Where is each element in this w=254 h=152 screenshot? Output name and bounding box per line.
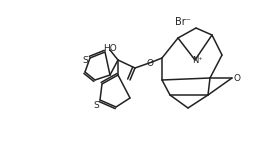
Text: Br⁻: Br⁻ [174,17,190,27]
Text: S: S [93,100,99,109]
Text: S: S [82,55,88,64]
Text: HO: HO [103,43,116,52]
Text: O: O [146,59,153,67]
Text: O: O [233,74,240,83]
Text: N⁺: N⁺ [192,55,203,64]
